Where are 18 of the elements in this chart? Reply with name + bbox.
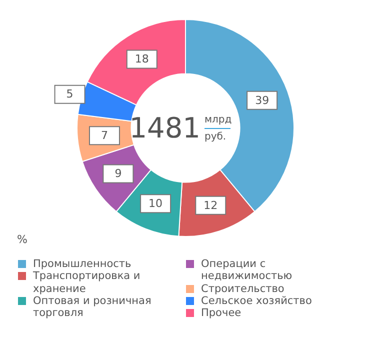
data-label: 7	[100, 129, 108, 142]
data-label: 10	[148, 197, 163, 210]
legend-label: Транспортировка и хранение	[33, 270, 142, 295]
legend-label: Строительство	[201, 282, 286, 295]
text: млрд	[204, 114, 232, 126]
data-label: 5	[66, 88, 74, 101]
legend-label: Прочее	[201, 307, 242, 320]
legend-label: Промышленность	[33, 258, 132, 270]
legend-label: Сельское хозяйство	[201, 294, 313, 308]
text: руб.	[204, 132, 226, 143]
data-label: 39	[255, 94, 270, 107]
legend-label: Операции с недвижимостью	[201, 258, 294, 283]
legend-label: Оптовая и розничная торговля	[33, 294, 152, 320]
data-label: 12	[204, 198, 218, 212]
legend-title: %	[17, 233, 28, 246]
text: 1481	[129, 111, 200, 144]
data-label: 18	[134, 52, 149, 66]
data-label: 9	[114, 167, 122, 180]
